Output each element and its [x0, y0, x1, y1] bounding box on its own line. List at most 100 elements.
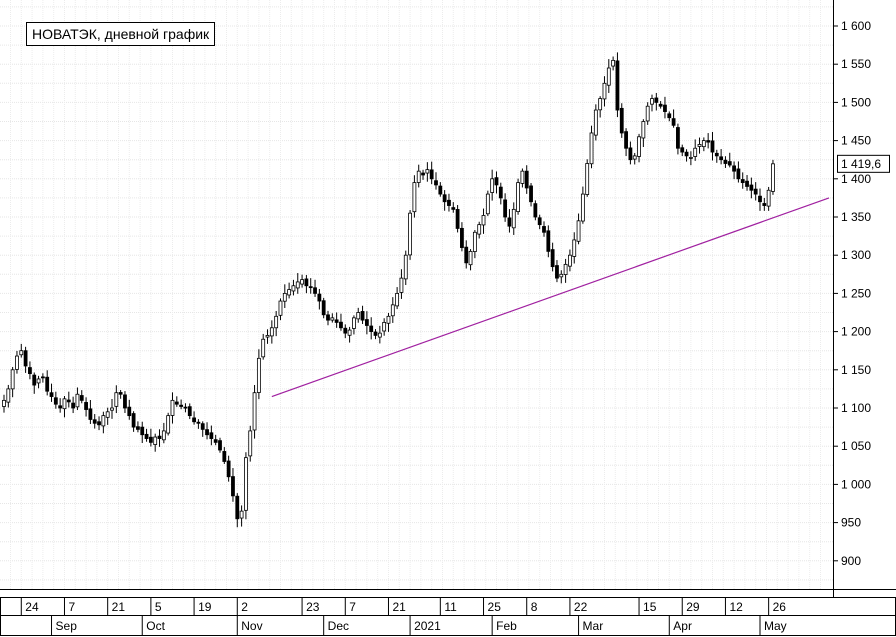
candle-body [105, 411, 110, 418]
price-tick-label: 1 150 [841, 363, 871, 377]
candle [503, 193, 508, 222]
candle-body [347, 329, 352, 336]
chart-title: НОВАТЭК, дневной график [26, 22, 216, 46]
candle [360, 305, 365, 325]
candle-body [79, 395, 84, 401]
candle [442, 190, 447, 211]
candle-body [84, 402, 88, 410]
candle [278, 298, 283, 321]
candle-body [127, 406, 132, 417]
price-tick-label: 1 400 [841, 172, 871, 186]
day-tick-label: 11 [444, 600, 457, 614]
candle-body [66, 399, 71, 403]
date-axis: 24 7 21 5 19 2 23 7 21 11 25 8 22 15 29 12 26 Sep Oct Nov De… [20, 597, 787, 635]
candle-body [641, 121, 646, 139]
candle [23, 346, 28, 373]
candle-body [537, 217, 542, 226]
candle [529, 183, 533, 207]
candle-body [213, 439, 218, 443]
day-tick-label: 12 [729, 600, 743, 614]
candle [550, 242, 555, 272]
candle-body [222, 451, 227, 462]
day-tick-label: 2 [241, 600, 248, 614]
candle-body [343, 327, 348, 334]
candle-body [637, 136, 641, 157]
month-tick-label: May [764, 619, 787, 633]
candle-body [568, 254, 572, 267]
candle-body [226, 460, 231, 478]
candle [265, 329, 270, 344]
candle-body [269, 327, 274, 337]
candle-body [511, 208, 516, 229]
candle [758, 188, 762, 211]
candle [231, 468, 235, 502]
candle [166, 412, 171, 436]
candle-body [714, 152, 719, 157]
day-tick-label: 24 [25, 600, 39, 614]
candle-body [628, 147, 633, 161]
candle [32, 372, 37, 394]
candle-body [88, 408, 93, 420]
candle-body [53, 397, 58, 405]
candle-body [231, 476, 235, 497]
candle [79, 390, 84, 404]
candle [576, 213, 581, 245]
day-tick-label: 26 [773, 600, 787, 614]
candle-body [693, 147, 698, 157]
candle-body [40, 376, 45, 379]
candle [658, 101, 663, 109]
candle [719, 149, 724, 165]
candle [732, 161, 736, 180]
support-trendline [271, 197, 830, 398]
candle [572, 232, 577, 264]
candle [343, 324, 348, 339]
candle [701, 137, 706, 152]
day-tick-label: 22 [574, 600, 588, 614]
candle [62, 395, 67, 418]
candle [697, 137, 702, 154]
candle [295, 273, 300, 294]
candle-body [624, 131, 628, 149]
candle-body [239, 510, 244, 519]
candle-body [516, 182, 520, 212]
candle [317, 288, 322, 310]
candle-body [563, 263, 568, 276]
candle [339, 313, 343, 331]
candle-body [261, 338, 266, 358]
candle-body [663, 104, 667, 112]
candle [451, 202, 456, 213]
day-tick-label: 23 [306, 600, 320, 614]
candle-body [429, 169, 434, 180]
candle [222, 447, 227, 464]
candle-body [758, 195, 762, 203]
candle-body [295, 281, 300, 289]
candle [84, 397, 88, 417]
candle-body [766, 189, 771, 207]
candle [749, 177, 754, 199]
candle [321, 297, 326, 319]
candle [6, 384, 11, 408]
candle [334, 312, 339, 328]
candle [2, 394, 6, 413]
candle-body [753, 188, 758, 195]
candle [485, 190, 490, 217]
candle-body [300, 279, 304, 285]
candle [524, 165, 529, 194]
candle-body [425, 169, 430, 174]
month-tick-label: Oct [146, 619, 165, 633]
candle [282, 284, 287, 309]
candle [326, 310, 330, 326]
candle-body [304, 278, 309, 287]
month-tick-label: Feb [496, 619, 517, 633]
candle [671, 109, 676, 128]
candle-body [2, 399, 6, 407]
candle [447, 193, 451, 212]
candle-body [472, 231, 477, 252]
candle-body [148, 436, 153, 443]
candle [244, 452, 248, 520]
candle-body [92, 419, 97, 424]
candle-body [412, 182, 417, 213]
candle [507, 209, 512, 233]
candle [580, 186, 585, 224]
